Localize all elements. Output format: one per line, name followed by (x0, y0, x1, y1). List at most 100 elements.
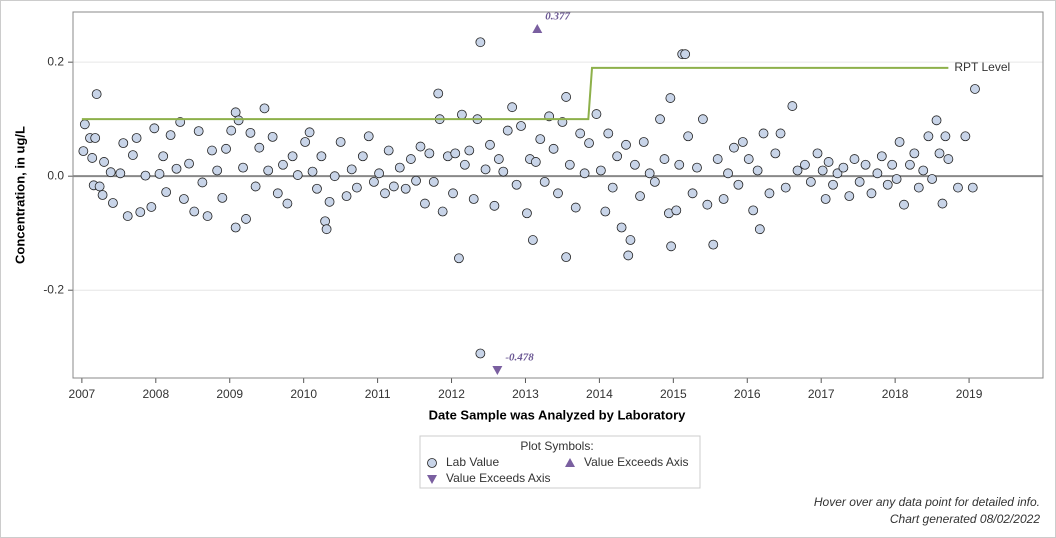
data-point (105, 167, 116, 178)
data-point (665, 93, 676, 103)
data-point (146, 202, 157, 212)
data-point (207, 145, 217, 156)
x-tick-label: 2017 (808, 387, 835, 401)
data-point (363, 131, 374, 142)
x-tick-label: 2013 (512, 387, 539, 401)
x-tick-label: 2018 (882, 387, 909, 401)
data-point (607, 182, 618, 193)
data-point (459, 159, 470, 170)
data-point (894, 137, 905, 147)
data-point (548, 143, 559, 154)
plot-frame (72, 11, 1044, 379)
data-point (937, 198, 948, 209)
data-point (263, 165, 274, 176)
data-point (324, 196, 335, 207)
data-point (854, 176, 865, 187)
data-point (967, 182, 978, 193)
data-point (655, 114, 665, 125)
data-point (316, 151, 327, 162)
data-point (374, 168, 384, 179)
rpt-label: RPT Level (954, 60, 1010, 74)
data-point (535, 134, 546, 145)
data-point (817, 165, 828, 176)
data-point (233, 115, 244, 126)
y-tick-label: 0.0 (47, 168, 64, 182)
data-point (493, 154, 504, 164)
data-point (99, 157, 109, 167)
data-point (400, 183, 411, 194)
data-point (820, 194, 831, 204)
data-point (78, 146, 89, 157)
data-point (171, 163, 182, 174)
data-point (876, 151, 887, 162)
footer-date: Chart generated 08/02/2022 (890, 512, 1040, 526)
data-point (644, 168, 655, 179)
data-point (108, 198, 118, 208)
data-point (674, 159, 685, 170)
data-point (905, 159, 915, 170)
data-point (754, 224, 765, 235)
data-point (659, 154, 670, 164)
data-point (115, 168, 126, 179)
data-point (805, 176, 816, 187)
data-point (522, 208, 532, 219)
data-point (595, 165, 606, 176)
data-point (480, 164, 491, 175)
data-point (312, 183, 322, 194)
data-point (823, 157, 834, 167)
data-point (960, 131, 971, 142)
data-point (775, 128, 786, 139)
data-point (352, 182, 362, 193)
data-point (940, 131, 951, 142)
data-point (91, 89, 102, 99)
data-point (584, 138, 594, 149)
data-point (475, 348, 486, 359)
data-point (712, 154, 723, 164)
data-point (221, 143, 231, 154)
data-point (616, 222, 627, 233)
data-point (507, 102, 518, 113)
data-point (87, 153, 98, 163)
data-point (849, 154, 860, 164)
data-point (259, 103, 270, 114)
data-point (357, 151, 368, 162)
x-tick-label: 2015 (660, 387, 687, 401)
data-point (635, 191, 645, 202)
data-point (320, 216, 331, 227)
data-point (433, 88, 444, 99)
data-point (405, 154, 416, 164)
x-tick-label: 2007 (69, 387, 96, 401)
exceed-label: -0.478 (505, 352, 534, 364)
data-point (844, 191, 855, 202)
y-tick-label: -0.2 (43, 282, 64, 296)
data-point (380, 188, 390, 199)
data-point (165, 130, 176, 141)
data-point (579, 168, 590, 179)
data-point (838, 162, 849, 173)
data-point (780, 182, 791, 193)
data-point (420, 198, 430, 209)
data-point (671, 205, 682, 216)
data-point (118, 138, 129, 149)
data-point (197, 177, 208, 188)
data-point (388, 181, 399, 192)
legend-symbol (565, 458, 575, 467)
data-point (625, 235, 636, 245)
legend-symbol (427, 475, 437, 484)
data-point (770, 148, 781, 159)
data-point (511, 179, 522, 190)
data-point (369, 176, 379, 187)
data-point (189, 206, 200, 217)
data-point (891, 174, 902, 184)
data-point (335, 137, 346, 147)
x-tick-label: 2008 (142, 387, 169, 401)
data-point (304, 127, 315, 138)
data-point (127, 150, 138, 160)
data-point (800, 159, 810, 170)
data-point (184, 158, 194, 169)
y-tick-label: 0.2 (47, 54, 64, 68)
data-point (718, 194, 729, 204)
data-point (97, 190, 108, 200)
data-point (629, 159, 640, 170)
